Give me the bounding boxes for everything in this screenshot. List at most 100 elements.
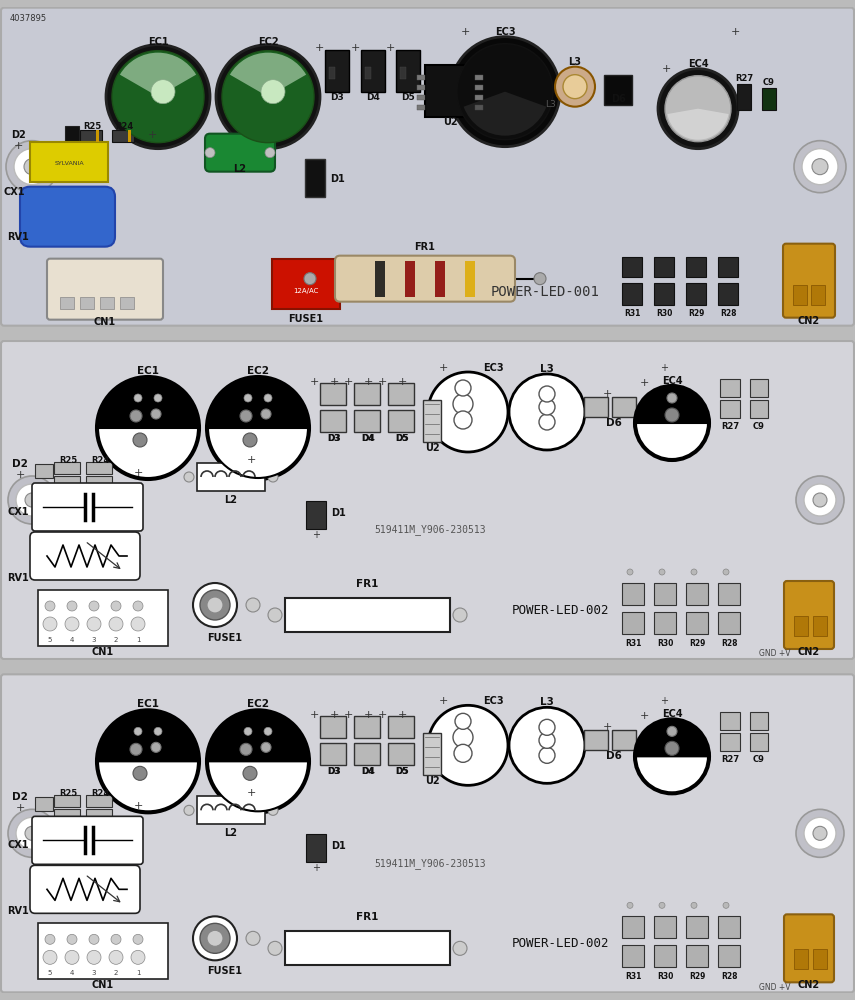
- Circle shape: [634, 385, 710, 461]
- Circle shape: [804, 817, 836, 849]
- Text: 2: 2: [114, 970, 118, 976]
- Text: EC1: EC1: [137, 366, 159, 376]
- Wedge shape: [463, 92, 546, 136]
- Bar: [622, 257, 642, 277]
- Circle shape: [134, 727, 142, 735]
- Text: FUSE1: FUSE1: [208, 966, 243, 976]
- Circle shape: [509, 374, 585, 450]
- Text: D3: D3: [327, 767, 340, 776]
- Bar: [604, 75, 632, 105]
- Text: CX1: CX1: [3, 187, 25, 197]
- Text: D3: D3: [327, 767, 341, 776]
- Text: +: +: [329, 710, 339, 720]
- Wedge shape: [120, 53, 196, 97]
- Wedge shape: [208, 761, 308, 811]
- Bar: [361, 50, 385, 92]
- Text: +: +: [660, 363, 668, 373]
- Circle shape: [130, 743, 142, 755]
- Bar: [306, 501, 326, 529]
- Bar: [54, 795, 80, 807]
- Text: R27: R27: [721, 422, 739, 431]
- Text: +: +: [14, 141, 23, 151]
- Circle shape: [667, 393, 677, 403]
- Text: +: +: [310, 377, 319, 387]
- Bar: [718, 257, 738, 277]
- Text: L3: L3: [540, 364, 554, 374]
- Bar: [388, 716, 414, 738]
- Circle shape: [268, 805, 278, 815]
- Circle shape: [539, 399, 555, 415]
- Bar: [365, 67, 371, 79]
- Bar: [417, 75, 425, 80]
- Text: R25: R25: [83, 122, 101, 131]
- Text: L2: L2: [225, 495, 238, 505]
- Circle shape: [450, 37, 560, 147]
- Bar: [475, 105, 483, 110]
- Bar: [417, 105, 425, 110]
- Circle shape: [111, 601, 121, 611]
- Bar: [285, 931, 450, 965]
- Wedge shape: [98, 428, 198, 478]
- Circle shape: [130, 410, 142, 422]
- Bar: [417, 95, 425, 100]
- Bar: [654, 583, 676, 605]
- Circle shape: [131, 617, 145, 631]
- Text: CX1: CX1: [7, 840, 29, 850]
- Bar: [718, 916, 740, 938]
- Text: D5: D5: [396, 434, 409, 443]
- Circle shape: [6, 141, 58, 193]
- Text: D5: D5: [396, 767, 409, 776]
- Text: EC2: EC2: [247, 366, 269, 376]
- Bar: [354, 410, 380, 432]
- Wedge shape: [636, 423, 708, 459]
- Text: L3: L3: [545, 100, 556, 109]
- Wedge shape: [230, 53, 306, 97]
- Circle shape: [453, 608, 467, 622]
- Text: R24: R24: [115, 122, 133, 131]
- FancyBboxPatch shape: [783, 244, 835, 318]
- Bar: [718, 283, 738, 305]
- FancyBboxPatch shape: [335, 256, 515, 302]
- Text: RV1: RV1: [7, 232, 29, 242]
- Bar: [794, 949, 808, 969]
- Circle shape: [216, 45, 320, 149]
- Text: EC2: EC2: [257, 37, 279, 47]
- Text: 4: 4: [70, 637, 74, 643]
- Bar: [354, 743, 380, 765]
- Circle shape: [111, 934, 121, 944]
- Text: RV1: RV1: [7, 906, 29, 916]
- Circle shape: [454, 744, 472, 762]
- Text: R28: R28: [721, 972, 737, 981]
- Text: D6: D6: [606, 751, 622, 761]
- Circle shape: [205, 148, 215, 158]
- Text: D1: D1: [331, 841, 345, 851]
- Bar: [100, 297, 114, 309]
- Circle shape: [453, 394, 473, 414]
- Bar: [720, 712, 740, 730]
- Bar: [54, 462, 80, 474]
- Text: EC3: EC3: [483, 696, 504, 706]
- Bar: [622, 583, 644, 605]
- FancyBboxPatch shape: [1, 341, 854, 659]
- Circle shape: [453, 941, 467, 955]
- Text: +: +: [730, 27, 740, 37]
- Circle shape: [184, 805, 194, 815]
- Text: 5: 5: [48, 970, 52, 976]
- Circle shape: [151, 409, 161, 419]
- Bar: [750, 733, 768, 751]
- Circle shape: [268, 608, 282, 622]
- Text: D6: D6: [606, 418, 622, 428]
- Bar: [612, 730, 636, 750]
- Bar: [654, 945, 676, 967]
- Circle shape: [457, 44, 553, 140]
- Wedge shape: [208, 428, 308, 478]
- Bar: [35, 797, 53, 811]
- Circle shape: [154, 727, 162, 735]
- Text: EC4: EC4: [662, 376, 682, 386]
- Text: CN1: CN1: [92, 647, 114, 657]
- Bar: [686, 583, 708, 605]
- Text: D2: D2: [12, 459, 28, 469]
- Text: +: +: [344, 710, 352, 720]
- Text: D2: D2: [12, 792, 28, 802]
- Text: +: +: [386, 43, 395, 53]
